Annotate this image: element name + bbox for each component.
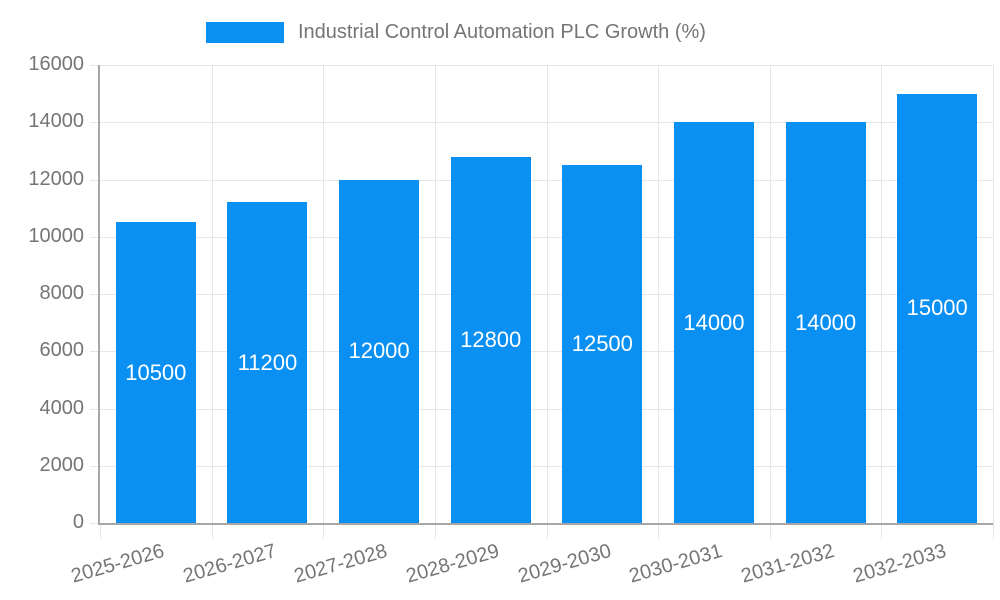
bar-value-label: 12800 [460,326,522,352]
x-axis-label: 2026-2027 [180,540,279,588]
x-axis-label: 2031-2032 [738,540,837,588]
y-axis-label: 12000 [28,167,84,190]
y-axis-tick [90,65,100,66]
y-axis-tick [90,179,100,181]
y-axis-tick [90,408,100,410]
x-axis-line [98,523,993,525]
bar[interactable]: 12800 [450,156,531,523]
bar-value-label: 12500 [571,331,633,357]
bar-value-label: 12000 [348,338,410,364]
x-axis-tick [100,523,101,539]
x-axis-tick [546,523,548,539]
y-axis-label: 0 [72,511,84,534]
gridline-v [993,65,994,523]
x-axis-label: 2029-2030 [515,540,614,588]
y-axis-line [98,65,100,525]
gridline-v [769,65,771,523]
gridline-v [434,65,436,523]
x-axis-tick [881,523,883,539]
x-axis-label: 2025-2026 [68,540,167,588]
gridline-v [881,65,883,523]
gridline-v [211,65,213,523]
bar[interactable]: 14000 [673,122,754,523]
x-axis-label: 2030-2031 [626,540,726,588]
x-axis-tick [769,523,771,539]
x-axis-label: 2027-2028 [292,540,391,588]
bar-value-label: 11200 [237,349,298,375]
x-axis-tick [211,523,213,539]
bar[interactable]: 10500 [115,222,196,523]
y-axis-label: 6000 [39,339,85,362]
bar-value-label: 15000 [906,295,968,321]
bar[interactable]: 11200 [227,202,308,523]
y-axis-label: 10000 [28,224,84,247]
y-axis-tick [90,236,100,238]
y-axis-label: 14000 [28,110,84,133]
y-axis-label: 2000 [39,453,85,476]
bar[interactable]: 12500 [562,165,643,523]
x-axis-label: 2032-2033 [850,540,949,588]
y-axis-tick [90,122,100,124]
x-axis-tick [993,523,994,539]
y-axis-label: 8000 [39,282,85,305]
y-axis-tick [90,465,100,467]
bar-value-label: 10500 [125,359,187,385]
bar-value-label: 14000 [683,309,745,335]
bar-value-label: 14000 [794,309,857,335]
y-axis-tick [90,523,100,524]
x-axis-label: 2028-2029 [403,540,502,588]
legend: Industrial Control Automation PLC Growth… [206,22,706,43]
legend-label: Industrial Control Automation PLC Growth… [298,21,706,43]
x-axis-tick [323,523,325,539]
gridline-v [323,65,325,523]
gridline-v [658,65,660,523]
y-axis-label: 16000 [28,53,84,76]
bar[interactable]: 15000 [897,93,978,523]
legend-swatch [206,22,284,43]
x-axis-tick [434,523,436,539]
gridline-v [546,65,548,523]
bar[interactable]: 14000 [785,122,866,523]
bar[interactable]: 12000 [339,179,420,523]
x-axis-tick [658,523,660,539]
y-axis-label: 4000 [39,396,85,419]
y-axis-tick [90,351,100,353]
y-axis-tick [90,294,100,295]
